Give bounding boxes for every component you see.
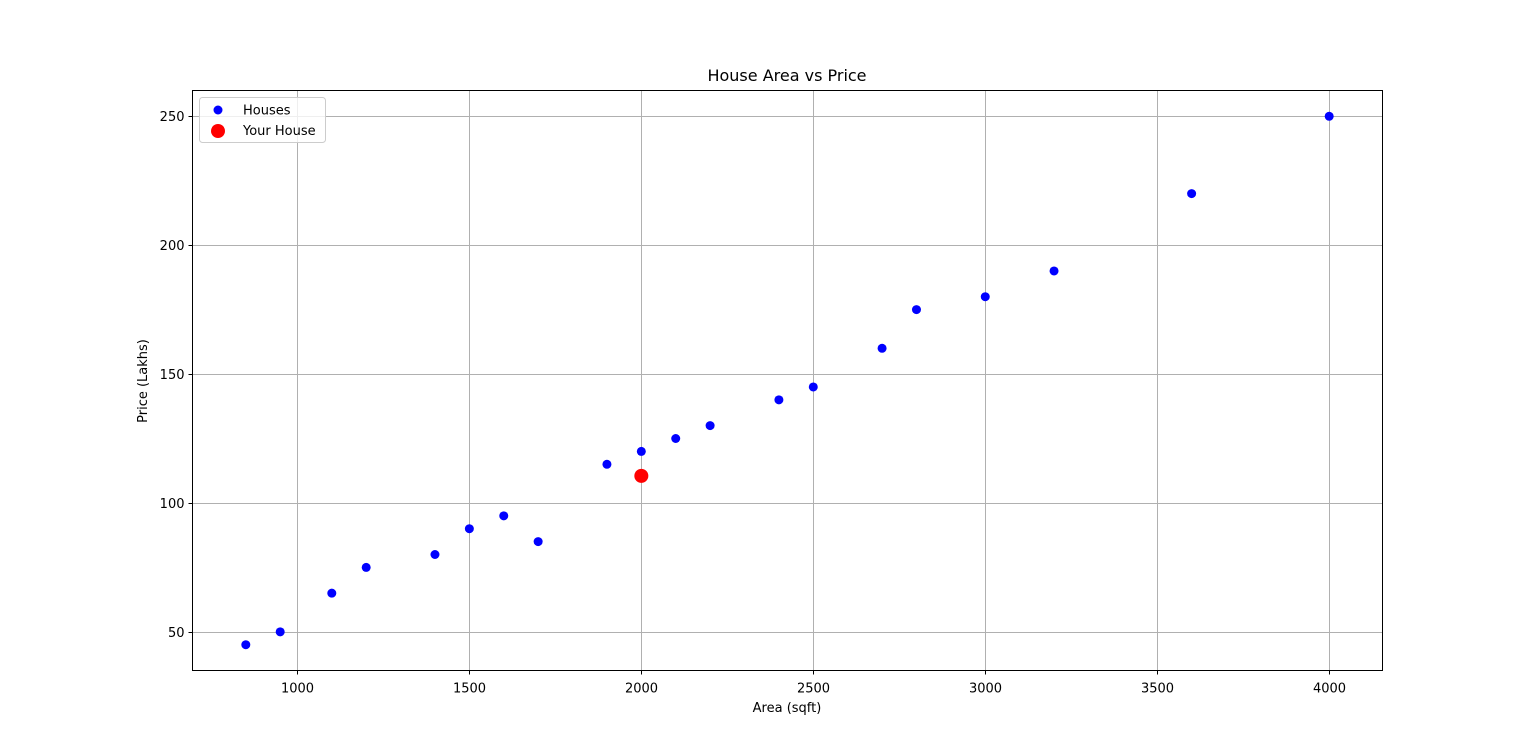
points-layer bbox=[241, 111, 1334, 650]
x-tick-label: 3000 bbox=[969, 682, 1002, 697]
legend-label-your-house: Your House bbox=[242, 124, 316, 139]
house-point bbox=[499, 511, 509, 521]
plot-area-frame bbox=[192, 90, 1383, 671]
house-point bbox=[1324, 111, 1334, 121]
house-point bbox=[533, 537, 543, 547]
house-point bbox=[808, 382, 818, 392]
y-axis-title: Price (Lakhs) bbox=[136, 339, 151, 423]
ticks-layer: 1000 1500 2000 2500 3000 3500 4000 50 100 150 200 2… bbox=[160, 110, 1346, 697]
house-point bbox=[1049, 266, 1059, 276]
house-point bbox=[430, 550, 440, 559]
house-point bbox=[602, 459, 612, 469]
house-point bbox=[464, 524, 474, 534]
house-point bbox=[241, 640, 251, 650]
house-point bbox=[911, 305, 921, 315]
x-tick-label: 3500 bbox=[1141, 682, 1174, 697]
house-point bbox=[1187, 189, 1197, 199]
house-point bbox=[980, 292, 990, 302]
house-point bbox=[671, 434, 681, 443]
house-point bbox=[705, 421, 715, 431]
house-point bbox=[877, 343, 887, 353]
y-tick-label: 150 bbox=[160, 368, 185, 383]
x-tick-label: 4000 bbox=[1313, 682, 1346, 697]
legend: Houses Your House bbox=[199, 97, 326, 143]
legend-marker-your-house bbox=[211, 124, 225, 138]
chart-title: House Area vs Price bbox=[707, 66, 866, 85]
legend-box bbox=[199, 97, 326, 143]
house-point bbox=[327, 588, 337, 598]
x-tick-label: 2500 bbox=[797, 682, 830, 697]
grid-layer bbox=[192, 90, 1383, 671]
your-house-point bbox=[634, 468, 649, 483]
x-axis-title: Area (sqft) bbox=[753, 701, 822, 716]
house-point bbox=[275, 627, 285, 637]
house-point bbox=[774, 395, 784, 405]
x-tick-label: 2000 bbox=[625, 682, 658, 697]
y-tick-label: 200 bbox=[160, 239, 185, 254]
legend-label-houses: Houses bbox=[243, 104, 291, 119]
x-tick-label: 1500 bbox=[453, 682, 486, 697]
y-tick-label: 50 bbox=[168, 626, 185, 641]
y-tick-label: 250 bbox=[160, 110, 185, 125]
house-point bbox=[636, 446, 646, 456]
house-point bbox=[361, 562, 371, 572]
legend-marker-houses bbox=[213, 105, 223, 115]
y-tick-label: 100 bbox=[160, 497, 185, 512]
x-tick-label: 1000 bbox=[281, 682, 314, 697]
